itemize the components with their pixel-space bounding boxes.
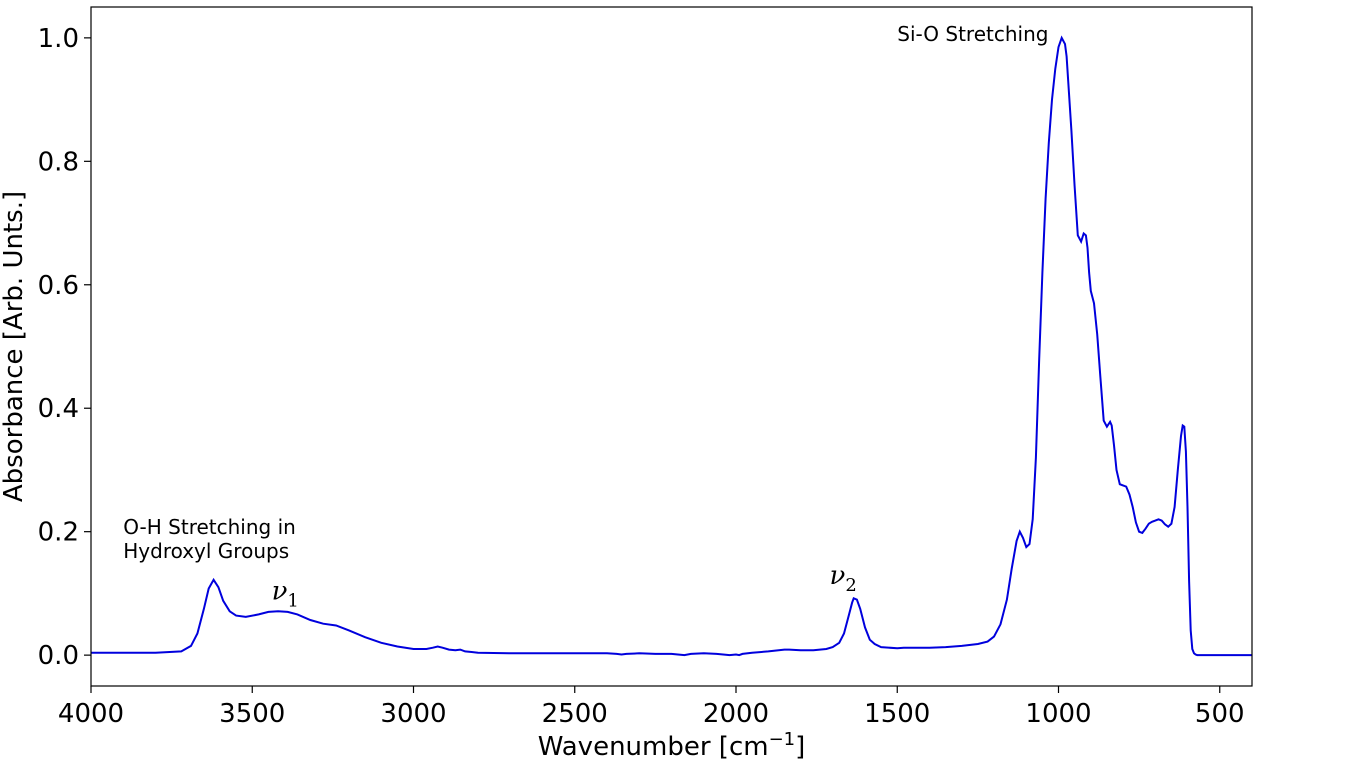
oh-stretching-annotation: O-H Stretching in Hydroxyl Groups: [123, 515, 302, 563]
x-tick-label: 4000: [58, 699, 124, 729]
x-axis-ticks: 4000 3500 3000 2500 2000 1500 1000 500: [58, 686, 1245, 729]
oh-stretching-line-2: Hydroxyl Groups: [123, 539, 289, 563]
plot-frame: [90, 6, 1253, 687]
nu2-subscript: 2: [845, 575, 856, 596]
annotations: O-H Stretching in Hydroxyl Groups Si-O S…: [123, 22, 1048, 612]
nu1-symbol: ν: [272, 577, 288, 607]
x-tick-label: 1500: [864, 699, 930, 729]
x-tick-label: 500: [1195, 699, 1245, 729]
x-axis-label-superscript: −1: [769, 729, 796, 750]
y-tick-label: 0.2: [38, 518, 79, 548]
absorbance-series-line: [91, 35, 1252, 657]
x-tick-label: 2500: [542, 699, 608, 729]
y-tick-label: 0.4: [38, 394, 79, 424]
x-tick-label: 3000: [380, 699, 446, 729]
x-axis-label-main: Wavenumber [cm: [538, 732, 769, 762]
x-axis-label-end: ]: [795, 732, 805, 762]
y-axis-ticks: 0.0 0.2 0.4 0.6 0.8 1.0: [38, 24, 91, 671]
nu2-symbol: ν: [830, 561, 846, 591]
si-o-stretching-annotation: Si-O Stretching: [897, 22, 1048, 46]
x-tick-label: 1000: [1025, 699, 1091, 729]
y-tick-label: 0.8: [38, 147, 79, 177]
y-tick-label: 0.0: [38, 641, 79, 671]
x-tick-label: 2000: [703, 699, 769, 729]
x-axis-label: Wavenumber [cm−1]: [538, 729, 806, 762]
nu1-annotation: ν1: [272, 577, 299, 612]
y-axis-label: Absorbance [Arb. Unts.]: [0, 191, 29, 502]
oh-stretching-line-1: O-H Stretching in: [123, 515, 296, 539]
nu1-subscript: 1: [287, 591, 298, 612]
y-tick-label: 1.0: [38, 24, 79, 54]
x-tick-label: 3500: [219, 699, 285, 729]
y-tick-label: 0.6: [38, 271, 79, 301]
nu2-annotation: ν2: [830, 561, 857, 596]
